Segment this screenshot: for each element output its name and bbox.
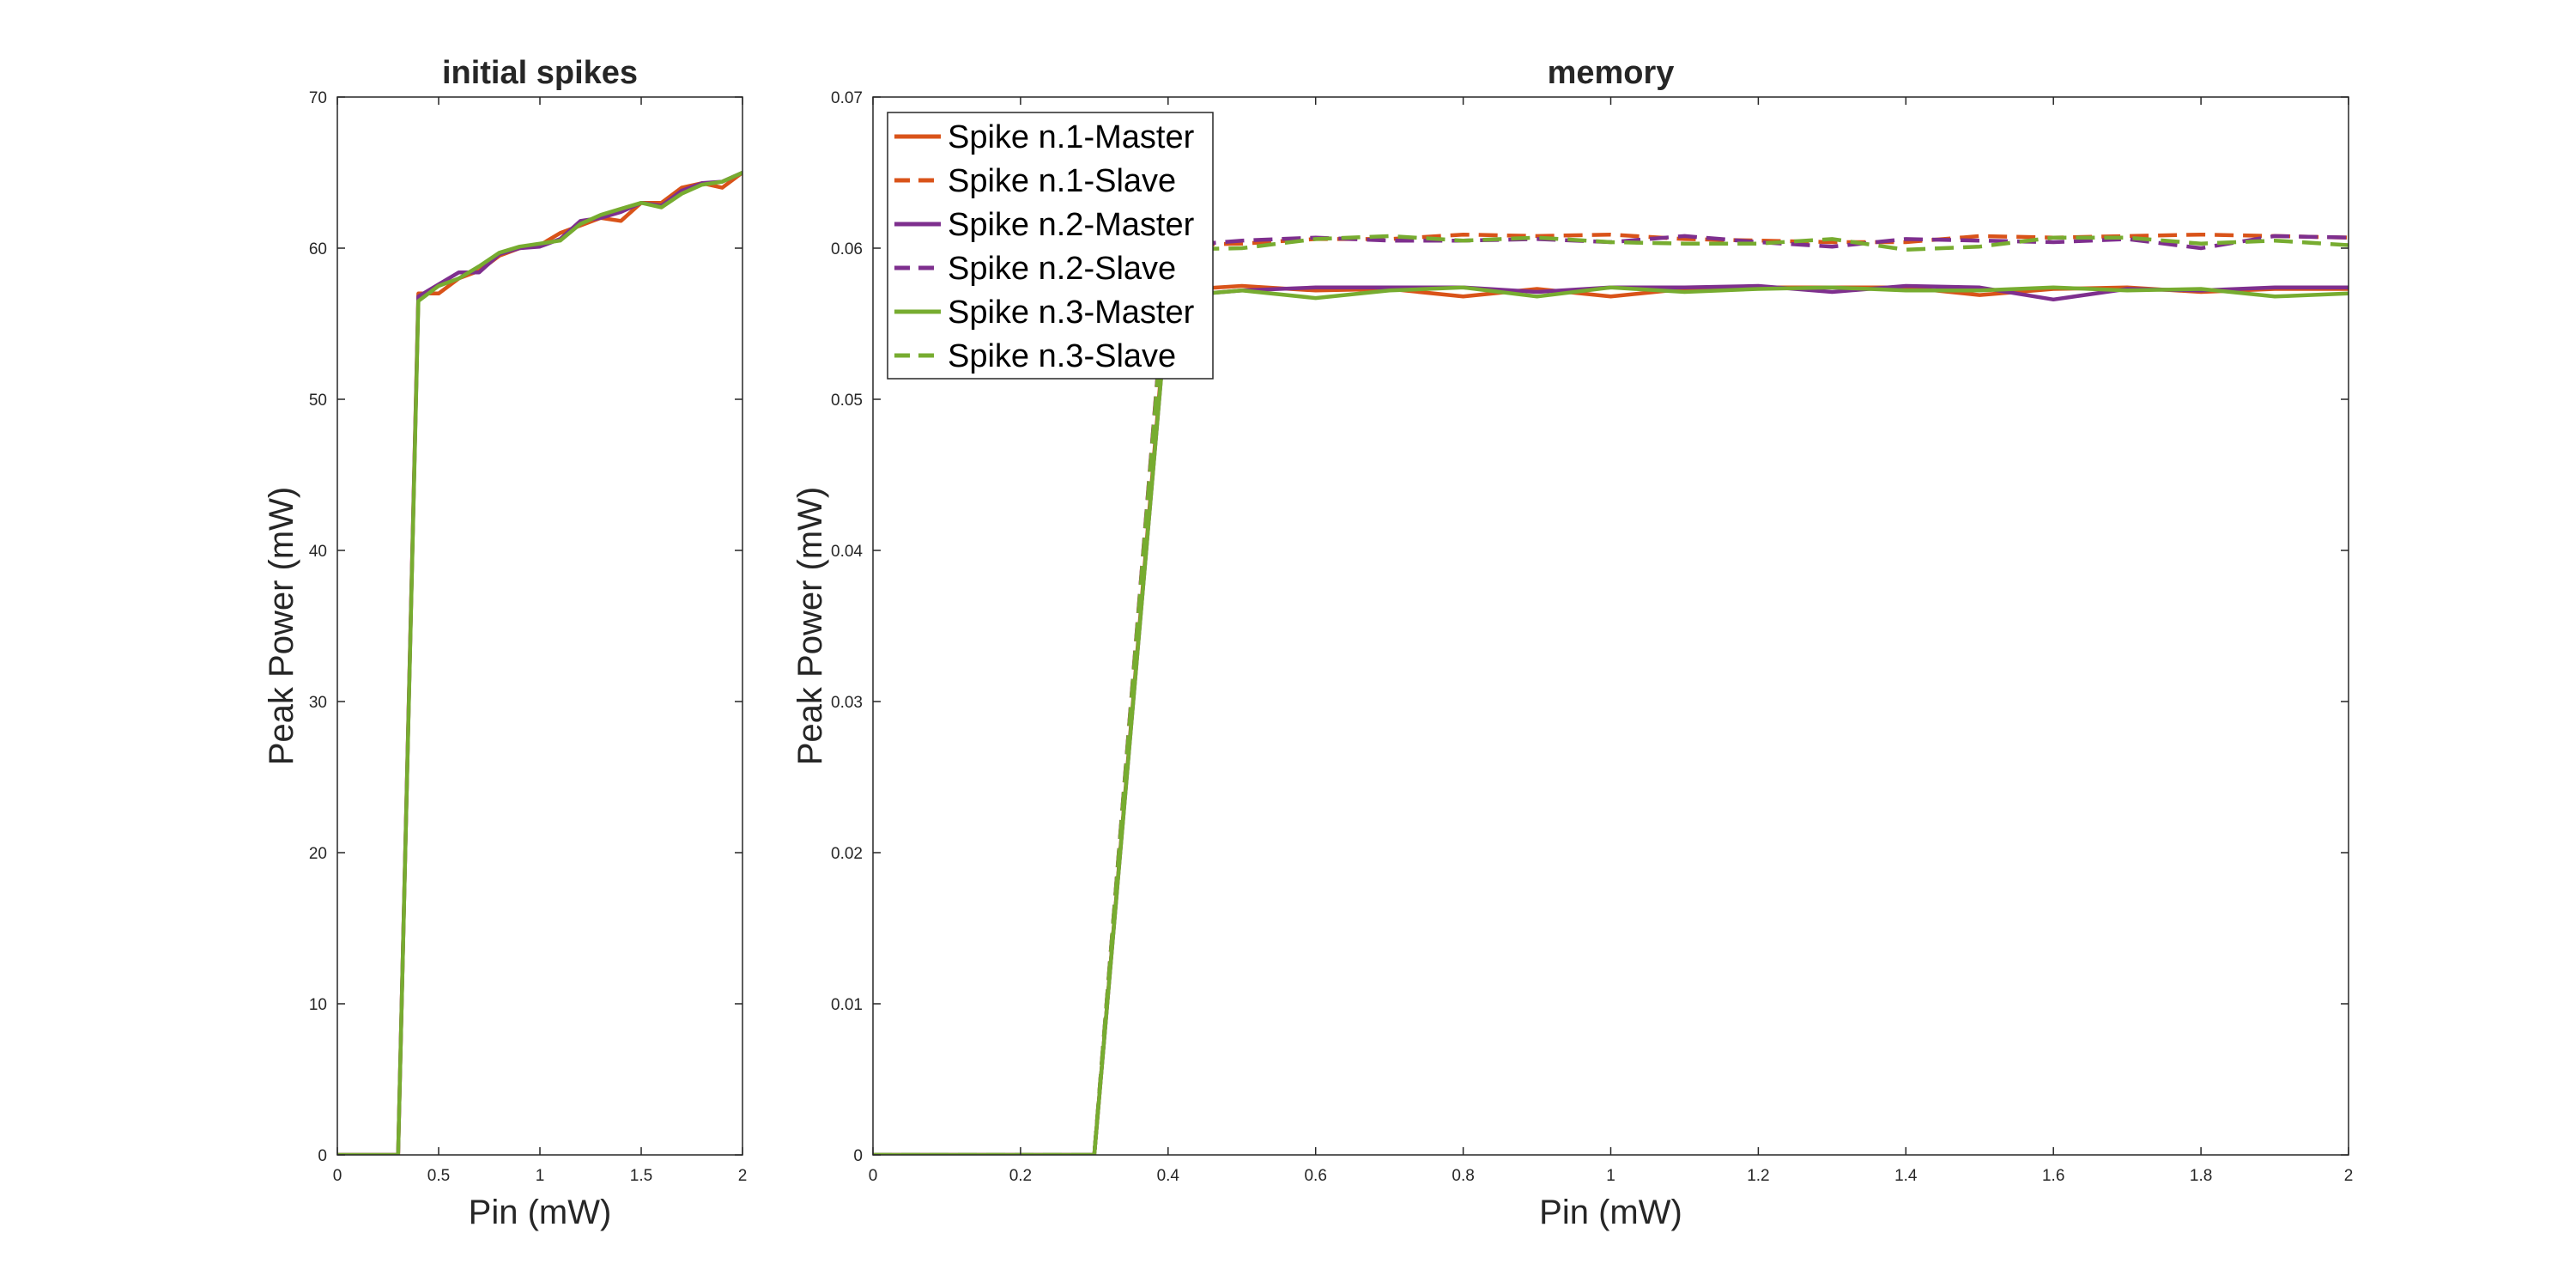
initial-spikes-plot-area (337, 97, 742, 1155)
memory-x-tick-label: 0.2 (1009, 1167, 1032, 1185)
memory-x-tick-label: 2 (2344, 1167, 2354, 1185)
memory-x-axis-label: Pin (mW) (1539, 1194, 1682, 1231)
memory-y-tick-label: 0.03 (831, 694, 863, 712)
initial-spikes-y-tick-label: 60 (309, 240, 327, 258)
memory-x-tick-label: 1.8 (2190, 1167, 2212, 1185)
memory-series-line-2 (873, 232, 2349, 1155)
initial-spikes-x-tick-label: 1.5 (630, 1167, 652, 1185)
initial-spikes-chart-title: initial spikes (442, 55, 638, 91)
initial-spikes-y-tick-label: 50 (309, 392, 327, 410)
initial-spikes-series-line-1 (337, 171, 742, 1155)
memory-y-tick-label: 0.01 (831, 996, 863, 1014)
memory-series-group (873, 232, 2349, 1155)
memory-y-tick-label: 0 (853, 1147, 863, 1165)
memory-chart-title: memory (1548, 55, 1675, 91)
memory-y-axis-label: Peak Power (mW) (791, 487, 829, 766)
initial-spikes-x-tick-label: 0.5 (427, 1167, 450, 1185)
initial-spikes-y-tick-label: 30 (309, 694, 327, 712)
memory-x-tick-label: 1.4 (1894, 1167, 1918, 1185)
memory-series-line-5 (873, 285, 2349, 1155)
initial-spikes-y-tick-label: 40 (309, 543, 327, 561)
initial-spikes-y-axis-label: Peak Power (mW) (263, 487, 300, 766)
memory-x-tick-label: 1 (1606, 1167, 1615, 1185)
memory-legend-label-3: Spike n.2-Master (948, 207, 1195, 243)
initial-spikes-y-tick-label: 70 (309, 89, 327, 107)
memory-legend-label-2: Spike n.1-Slave (948, 163, 1176, 199)
initial-spikes-x-tick-label: 0 (333, 1167, 342, 1185)
initial-spikes-y-tick-label: 10 (309, 996, 327, 1014)
memory-series-line-4 (873, 234, 2349, 1155)
memory-legend-label-6: Spike n.3-Slave (948, 338, 1176, 374)
initial-spikes-y-tick-label: 20 (309, 845, 327, 863)
memory-y-tick-label: 0.06 (831, 240, 863, 258)
initial-spikes-x-tick-label: 2 (738, 1167, 748, 1185)
memory-y-tick-label: 0.04 (831, 543, 863, 561)
memory-x-tick-label: 0.8 (1452, 1167, 1474, 1185)
memory-legend-label-1: Spike n.1-Master (948, 119, 1195, 155)
initial-spikes-x-tick-label: 1 (536, 1167, 545, 1185)
memory-x-tick-label: 0 (869, 1167, 878, 1185)
memory-y-tick-label: 0.02 (831, 845, 863, 863)
memory-x-tick-label: 1.6 (2042, 1167, 2064, 1185)
memory-y-tick-label: 0.05 (831, 392, 863, 410)
memory-legend: Spike n.1-Master Spike n.1-Slave Spike n.2… (887, 112, 1214, 380)
initial-spikes-y-tick-label: 0 (318, 1147, 327, 1165)
initial-spikes-series-line-3 (337, 170, 742, 1155)
initial-spikes-series-group (337, 170, 742, 1155)
memory-chart: 0 0.2 0.4 0.6 0.8 1 1.2 1.4 1.6 1.8 2 0 0.01 0.02 0.03… (791, 55, 2353, 1231)
memory-x-tick-label: 1.2 (1747, 1167, 1769, 1185)
memory-x-tick-label: 0.6 (1304, 1167, 1326, 1185)
initial-spikes-x-axis-label: Pin (mW) (469, 1194, 612, 1231)
memory-legend-label-5: Spike n.3-Master (948, 295, 1195, 331)
memory-x-tick-label: 0.4 (1157, 1167, 1180, 1185)
memory-legend-box (887, 112, 1214, 380)
memory-legend-label-4: Spike n.2-Slave (948, 251, 1176, 287)
memory-y-tick-label: 0.07 (831, 89, 863, 107)
memory-series-line-6 (873, 234, 2349, 1155)
